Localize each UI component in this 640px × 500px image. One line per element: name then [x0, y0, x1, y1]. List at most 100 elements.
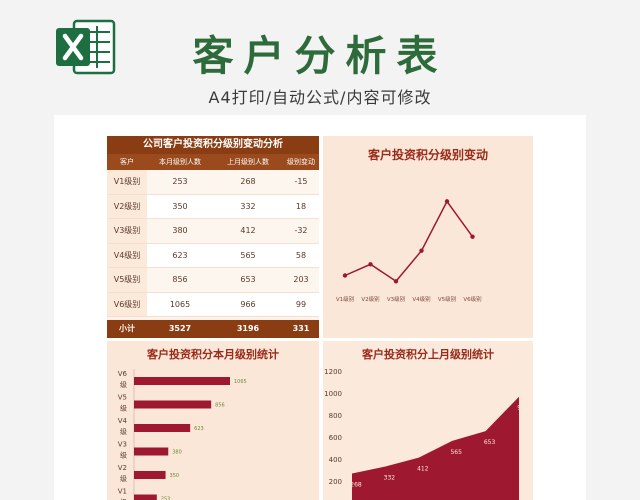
y-tick-label: 级 — [120, 404, 127, 413]
cell-previous: 653 — [213, 268, 283, 292]
area-chart-panel: 客户投资积分上月级别统计 200 400 600 800 1000 1200 268 332 4… — [323, 341, 533, 500]
table-row: V3级别 380 412 -32 — [107, 219, 319, 244]
x-tick-label: V1级别 — [336, 295, 354, 303]
bar-data-label: 253 — [161, 497, 171, 500]
x-tick-label: V4级别 — [412, 295, 430, 303]
cell-change: 18 — [283, 194, 319, 218]
line-chart: V1级别 V2级别 V3级别 V4级别 V5级别 V6级别 — [336, 199, 482, 303]
y-tick-label: 600 — [329, 434, 342, 442]
cell-current: 1065 — [147, 292, 213, 316]
table-row: V1级别 253 268 -15 — [107, 170, 319, 195]
table-row: V6级别 1065 966 99 — [107, 292, 319, 317]
line-point — [419, 248, 424, 253]
cell-change: 58 — [283, 243, 319, 267]
cell-name: V3级别 — [107, 219, 147, 243]
y-tick-label: V6 — [118, 370, 128, 378]
cell-change: -15 — [283, 170, 319, 194]
summary-table: 公司客户投资积分级别变动分析 客户 本月级别人数 上月级别人数 级别变动 V1级… — [107, 136, 319, 338]
cell-current: 253 — [147, 170, 213, 194]
table-total-row: 小计 3527 3196 331 — [107, 320, 319, 338]
line-chart-title: 客户投资积分级别变动 — [367, 148, 488, 162]
cell-change: 99 — [283, 292, 319, 316]
table-row: V5级别 856 653 203 — [107, 268, 319, 293]
line-chart-panel: 客户投资积分级别变动 V1级别 V2级别 V3级别 V4级别 V5级别 V6级别 — [323, 136, 533, 338]
bar-chart-title: 客户投资积分本月级别统计 — [147, 348, 279, 361]
y-tick-label: 级 — [120, 451, 127, 460]
bar-data-label: 380 — [172, 450, 182, 456]
y-tick-label: V1 — [118, 488, 127, 496]
cell-current: 623 — [147, 243, 213, 267]
y-tick-label: 1000 — [324, 390, 342, 398]
cell-current: 380 — [147, 219, 213, 243]
y-tick-label: 级 — [120, 380, 127, 389]
x-tick-label: V3级别 — [387, 295, 405, 303]
cell-change: -32 — [283, 219, 319, 243]
area-data-label: 412 — [417, 466, 429, 473]
y-tick-label: 400 — [329, 456, 342, 464]
y-tick-label: 级 — [120, 474, 127, 483]
table-body: V1级别 253 268 -15 V2级别 350 332 18 V3级别 38… — [107, 170, 319, 317]
cell-previous: 966 — [213, 292, 283, 316]
cell-name: V2级别 — [107, 194, 147, 218]
bar-data-label: 350 — [170, 473, 180, 479]
header-current: 本月级别人数 — [159, 158, 201, 166]
total-label: 小计 — [119, 324, 135, 333]
y-tick-label: 级 — [120, 427, 127, 436]
cell-change: 203 — [283, 268, 319, 292]
y-tick-label: 1200 — [324, 368, 342, 376]
area-series — [352, 396, 519, 500]
cell-name: V4级别 — [107, 243, 147, 267]
page-title: 客户分析表 — [192, 32, 448, 80]
y-tick-label: V5 — [118, 394, 127, 402]
bar — [134, 471, 166, 479]
cell-previous: 268 — [213, 170, 283, 194]
bar — [134, 447, 169, 456]
cell-name: V6级别 — [107, 292, 147, 316]
bar-data-label: 856 — [215, 403, 225, 409]
bar — [134, 377, 230, 385]
area-data-label: 268 — [350, 482, 362, 489]
cell-current: 856 — [147, 268, 213, 292]
bar-chart-panel: 客户投资积分本月级别统计 V6 级 1065 V5 级 856 V4 级 623 V3 级 380 V2… — [107, 341, 319, 500]
cell-previous: 332 — [213, 194, 283, 218]
y-tick-label: 200 — [329, 478, 342, 486]
line-point — [368, 262, 373, 267]
x-tick-label: V5级别 — [438, 295, 456, 303]
cell-name: V5级别 — [107, 268, 147, 292]
line-point — [393, 279, 399, 284]
cell-previous: 565 — [213, 243, 283, 267]
page-subtitle: A4打印/自动公式/内容可修改 — [208, 88, 432, 107]
total-change: 331 — [292, 324, 310, 333]
excel-logo-icon — [54, 18, 116, 76]
header-change: 级别变动 — [287, 158, 315, 166]
total-current: 3527 — [168, 324, 192, 333]
y-tick-label: V4 — [118, 417, 128, 425]
area-chart-title: 客户投资积分上月级别统计 — [362, 348, 494, 361]
bar-data-label: 1065 — [234, 379, 247, 385]
table-title: 公司客户投资积分级别变动分析 — [107, 136, 319, 154]
area-data-label: 653 — [484, 439, 496, 446]
total-previous: 3196 — [236, 324, 260, 333]
x-tick-label: V6级别 — [463, 295, 481, 303]
y-tick-label: 级 — [120, 498, 127, 500]
bar — [134, 494, 157, 500]
y-tick-label: V2 — [118, 464, 127, 472]
header-previous: 上月级别人数 — [227, 158, 269, 166]
cell-previous: 412 — [213, 219, 283, 243]
line-series — [344, 199, 474, 283]
area-data-label: 966 — [517, 405, 529, 412]
bar — [134, 400, 212, 409]
area-data-label: 565 — [450, 449, 462, 456]
table-row: V4级别 623 565 58 — [107, 243, 319, 268]
bar — [134, 424, 191, 432]
header-customer: 客户 — [120, 158, 134, 166]
line-point — [342, 273, 348, 278]
bar-chart: V6 级 1065 V5 级 856 V4 级 623 V3 级 380 V2 级 350 V1 级 253 — [118, 369, 247, 500]
table-row: V2级别 350 332 18 — [107, 194, 319, 219]
page-header: 客户分析表 A4打印/自动公式/内容可修改 — [0, 0, 640, 115]
y-tick-label: 800 — [329, 412, 342, 420]
line-point — [470, 234, 475, 239]
area-chart: 200 400 600 800 1000 1200 268 332 412 565 653 966 — [324, 368, 529, 500]
cell-current: 350 — [147, 194, 213, 218]
cell-name: V1级别 — [107, 170, 147, 194]
